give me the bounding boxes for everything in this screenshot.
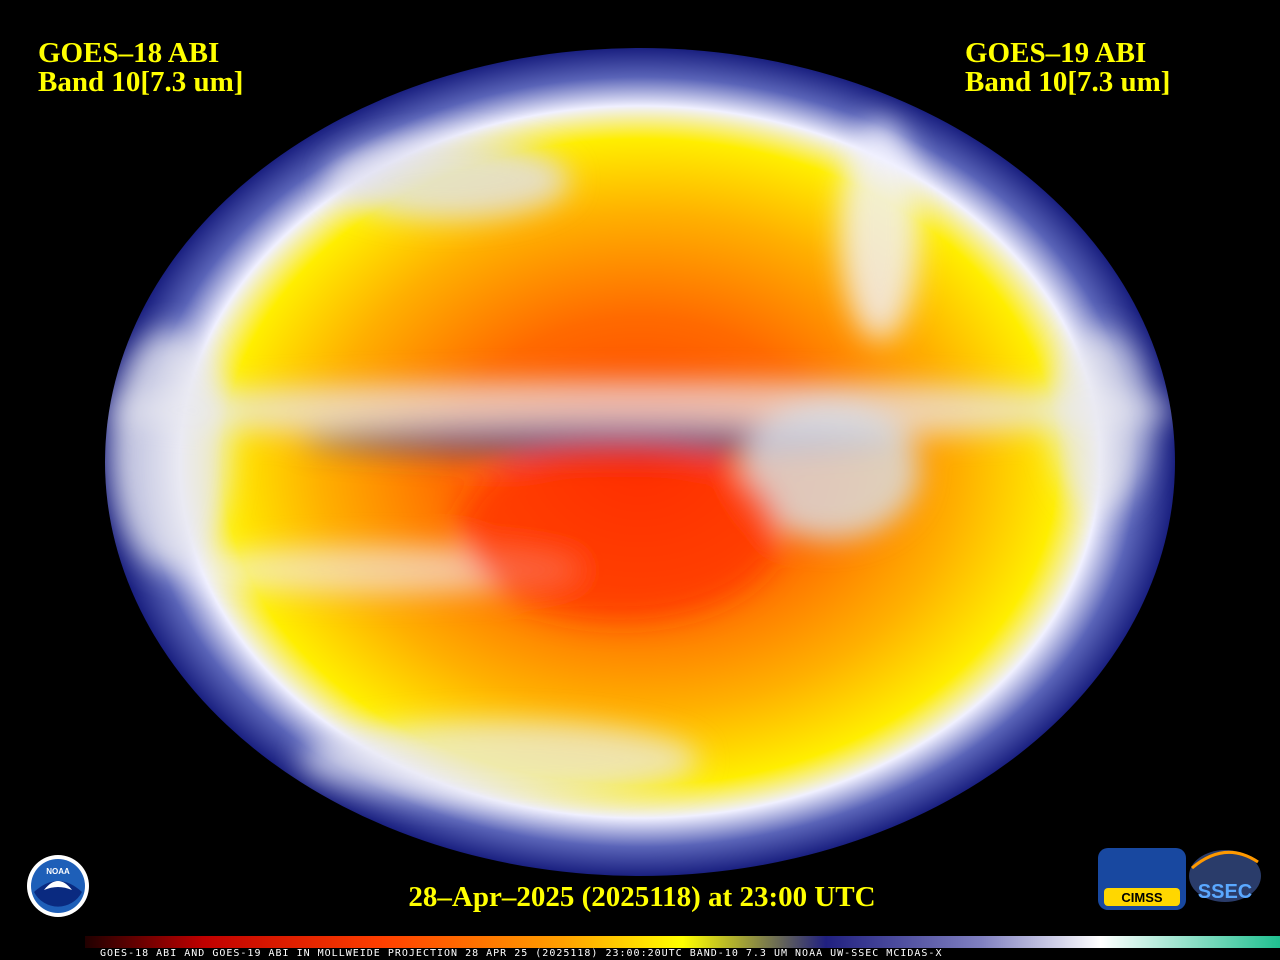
footer-caption: GOES-18 ABI AND GOES-19 ABI IN MOLLWEIDE… — [100, 948, 942, 959]
noaa-text: NOAA — [46, 867, 70, 876]
cloud-features — [105, 120, 1175, 800]
ssec-logo: SSEC — [1189, 850, 1261, 903]
timestamp: 28–Apr–2025 (2025118) at 23:00 UTC — [408, 881, 875, 913]
right-satellite: GOES–19 ABI — [965, 37, 1146, 69]
cimss-logo: CIMSS — [1098, 848, 1186, 910]
left-satellite: GOES–18 ABI — [38, 37, 219, 69]
ssec-text: SSEC — [1198, 881, 1252, 903]
color-scale — [85, 936, 1280, 948]
left-band: Band 10[7.3 um] — [38, 66, 243, 98]
noaa-logo: NOAA — [27, 855, 89, 917]
right-band: Band 10[7.3 um] — [965, 66, 1170, 98]
cimss-text: CIMSS — [1121, 890, 1163, 905]
